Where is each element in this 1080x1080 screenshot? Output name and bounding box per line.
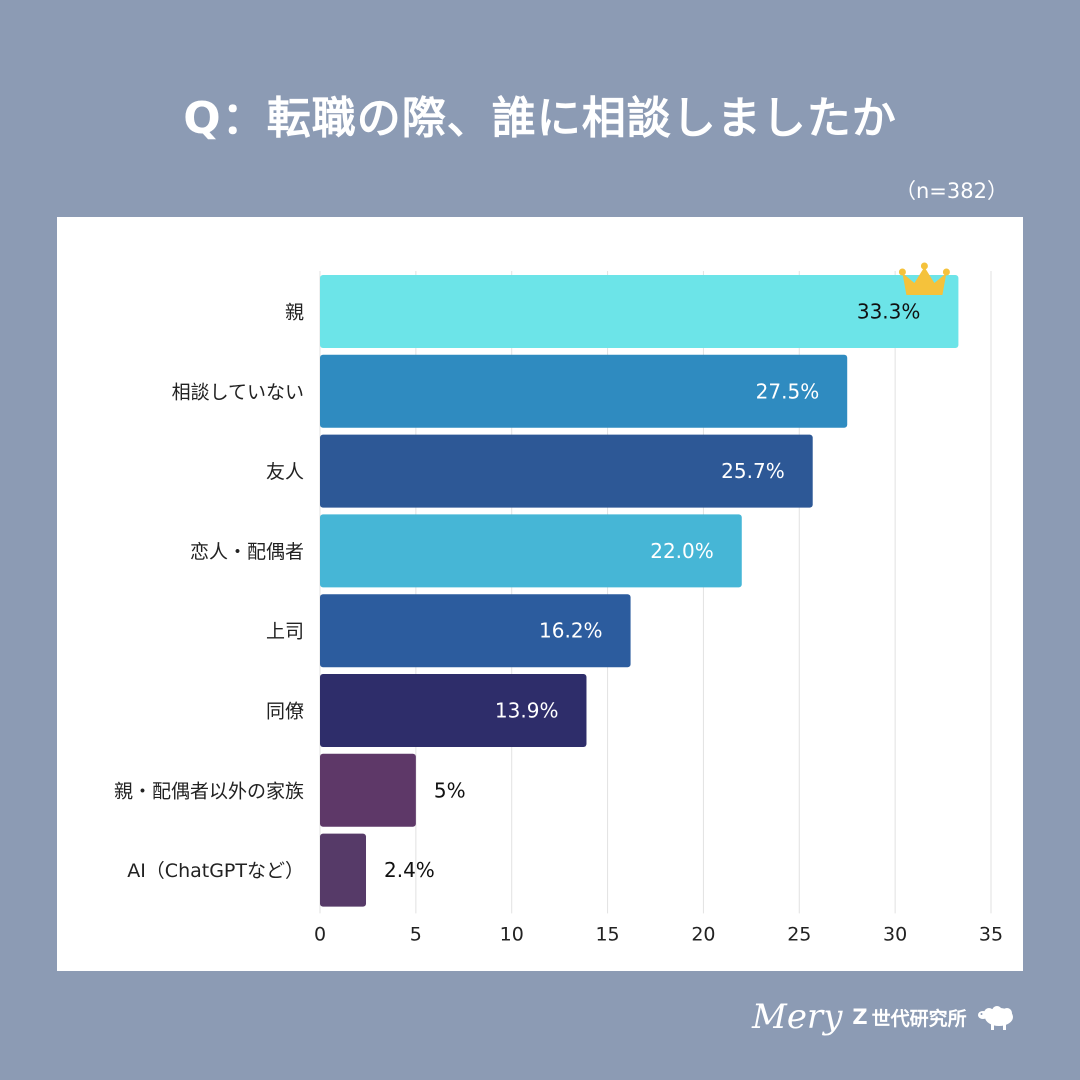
crown-jewel xyxy=(898,268,906,276)
bar-chart: 0 5 10 15 20 25 30 35 親 33.3% 相談していない 27.5% 友人 25.7% 恋… xyxy=(114,262,1003,945)
bar xyxy=(320,514,742,588)
brand-z: Z xyxy=(852,1005,868,1029)
x-tick-label: 25 xyxy=(787,923,811,945)
sample-size: （n=382） xyxy=(895,179,1008,203)
crown-jewel xyxy=(920,262,928,270)
x-tick-label: 0 xyxy=(314,923,326,945)
x-tick-label: 10 xyxy=(500,923,524,945)
x-tick-label: 15 xyxy=(595,923,619,945)
x-tick-label: 5 xyxy=(410,923,422,945)
bar xyxy=(320,434,813,508)
value-label: 16.2% xyxy=(539,619,603,643)
crown-icon xyxy=(902,267,947,295)
brand-lab-name: 世代研究所 xyxy=(871,1007,967,1030)
category-label: 同僚 xyxy=(266,701,304,723)
category-label: AI（ChatGPTなど） xyxy=(127,860,304,882)
category-label: 相談していない xyxy=(172,381,304,403)
sheep-icon xyxy=(977,1006,1013,1030)
category-label: 友人 xyxy=(266,461,304,483)
bar xyxy=(320,674,587,747)
category-label: 上司 xyxy=(266,621,304,643)
x-tick-label: 20 xyxy=(691,923,715,945)
crown-jewel xyxy=(942,268,950,276)
bar xyxy=(320,275,959,348)
x-tick-label: 30 xyxy=(883,923,907,945)
chart-panel: 0 5 10 15 20 25 30 35 親 33.3% 相談していない 27.5% 友人 25.7% 恋… xyxy=(57,217,1023,971)
bar xyxy=(320,594,631,668)
value-label: 33.3% xyxy=(857,300,921,324)
value-label: 25.7% xyxy=(721,459,785,483)
brand-logo: Mery xyxy=(752,997,843,1037)
x-tick-label: 35 xyxy=(979,923,1003,945)
value-label: 13.9% xyxy=(495,699,559,723)
value-label: 5% xyxy=(434,778,466,802)
category-label: 恋人・配偶者 xyxy=(190,541,304,563)
value-label: 27.5% xyxy=(756,379,820,403)
bar xyxy=(320,833,367,907)
value-label: 22.0% xyxy=(650,539,714,563)
brand-footer: Mery Z 世代研究所 xyxy=(752,992,1017,1042)
category-label: 親・配偶者以外の家族 xyxy=(114,780,304,802)
page-title: Q：転職の際、誰に相談しましたか xyxy=(183,93,897,144)
category-label: 親 xyxy=(285,302,304,324)
value-label: 2.4% xyxy=(384,858,435,882)
bar xyxy=(320,354,848,428)
bar xyxy=(320,753,416,827)
